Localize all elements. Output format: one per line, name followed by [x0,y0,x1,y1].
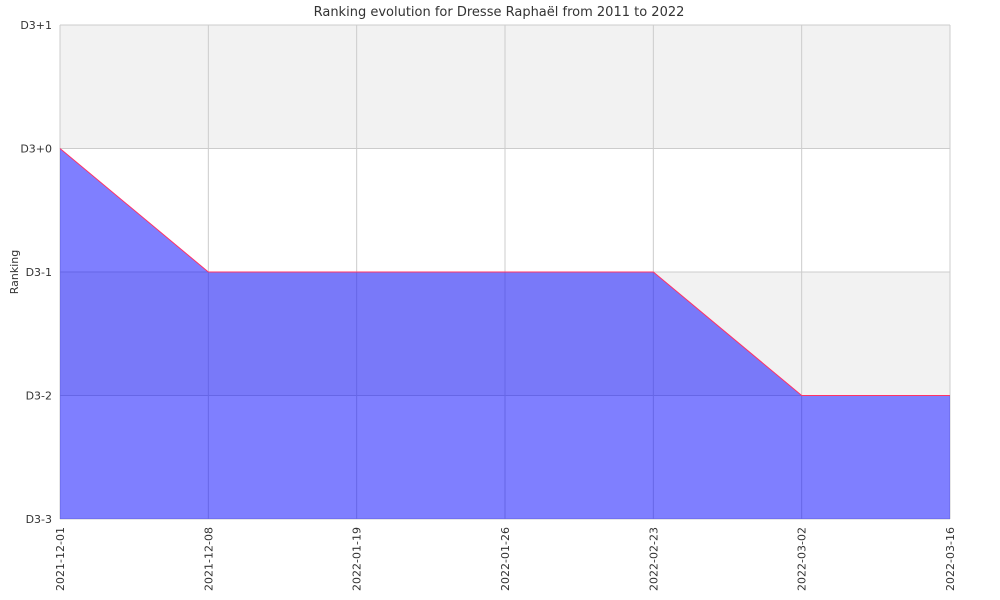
x-tick-label: 2022-03-02 [796,527,809,591]
x-tick-label: 2022-02-23 [647,527,660,591]
ranking-area-fill [60,148,950,519]
chart-title: Ranking evolution for Dresse Raphaël fro… [314,5,685,20]
ranking-area [59,148,950,519]
y-tick-label: D3-3 [26,513,52,526]
x-tick-label: 2022-01-26 [499,527,512,591]
ranking-line [59,148,950,396]
x-tick-label: 2022-01-19 [351,527,364,591]
y-axis-ticks: D3+1 D3+0 D3-1 D3-2 D3-3 [20,19,52,526]
x-tick-label: 2021-12-08 [202,527,215,591]
x-tick-label: 2022-03-16 [944,527,957,591]
y-tick-label: D3+1 [20,19,52,32]
y-tick-label: D3-1 [26,266,52,279]
x-axis-ticks: 2021-12-01 2021-12-08 2022-01-19 2022-01-26… [54,527,957,591]
y-tick-label: D3+0 [20,143,52,156]
x-tick-label: 2021-12-01 [54,527,67,591]
y-axis-label: Ranking [8,250,21,295]
y-tick-label: D3-2 [26,390,52,403]
